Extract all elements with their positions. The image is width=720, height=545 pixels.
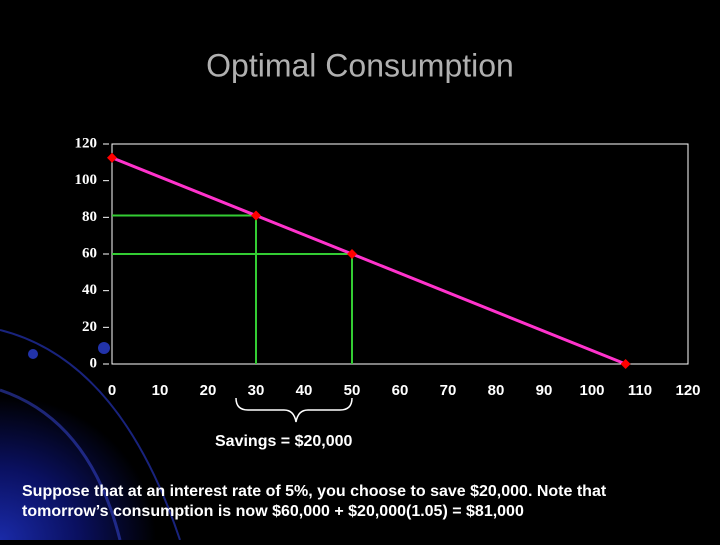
slide-title: Optimal Consumption — [206, 47, 514, 83]
y-tick-label: 20 — [82, 319, 97, 335]
x-tick-label: 120 — [675, 382, 700, 399]
decor-dot — [98, 342, 110, 354]
x-tick-label: 50 — [344, 382, 361, 399]
y-tick-label: 0 — [90, 355, 98, 371]
y-tick-label: 100 — [75, 172, 98, 188]
swirl-line — [0, 388, 122, 541]
point — [620, 359, 631, 369]
annotation: Savings = $20,000 — [215, 433, 353, 450]
y-tick-label: 60 — [82, 245, 97, 261]
series-line — [111, 156, 627, 366]
x-tick-label: 40 — [296, 382, 313, 399]
x-tick-label: 0 — [108, 382, 116, 399]
brace — [235, 397, 353, 423]
x-tick-label: 80 — [488, 382, 505, 399]
background-swirl — [0, 300, 260, 540]
x-tick-label: 20 — [200, 382, 217, 399]
x-tick-label: 70 — [440, 382, 457, 399]
x-tick-label: 30 — [248, 382, 265, 399]
swirl-line — [0, 329, 181, 541]
y-tick-label: 80 — [82, 209, 97, 225]
x-tick-label: 10 — [152, 382, 169, 399]
point — [251, 210, 261, 221]
x-tick-label: 110 — [628, 382, 652, 399]
y-tick-label: 40 — [82, 282, 97, 298]
point — [107, 152, 117, 163]
x-tick-label: 90 — [536, 382, 553, 399]
decor-dot — [28, 349, 38, 359]
caption-line: tomorrow’s consumption is now $60,000 + … — [22, 503, 524, 520]
y-tick-label: 120 — [75, 135, 98, 151]
x-tick-label: 60 — [392, 382, 409, 399]
x-tick-label: 100 — [579, 382, 604, 399]
caption-line: Suppose that at an interest rate of 5%, … — [22, 483, 607, 500]
point — [347, 249, 357, 259]
